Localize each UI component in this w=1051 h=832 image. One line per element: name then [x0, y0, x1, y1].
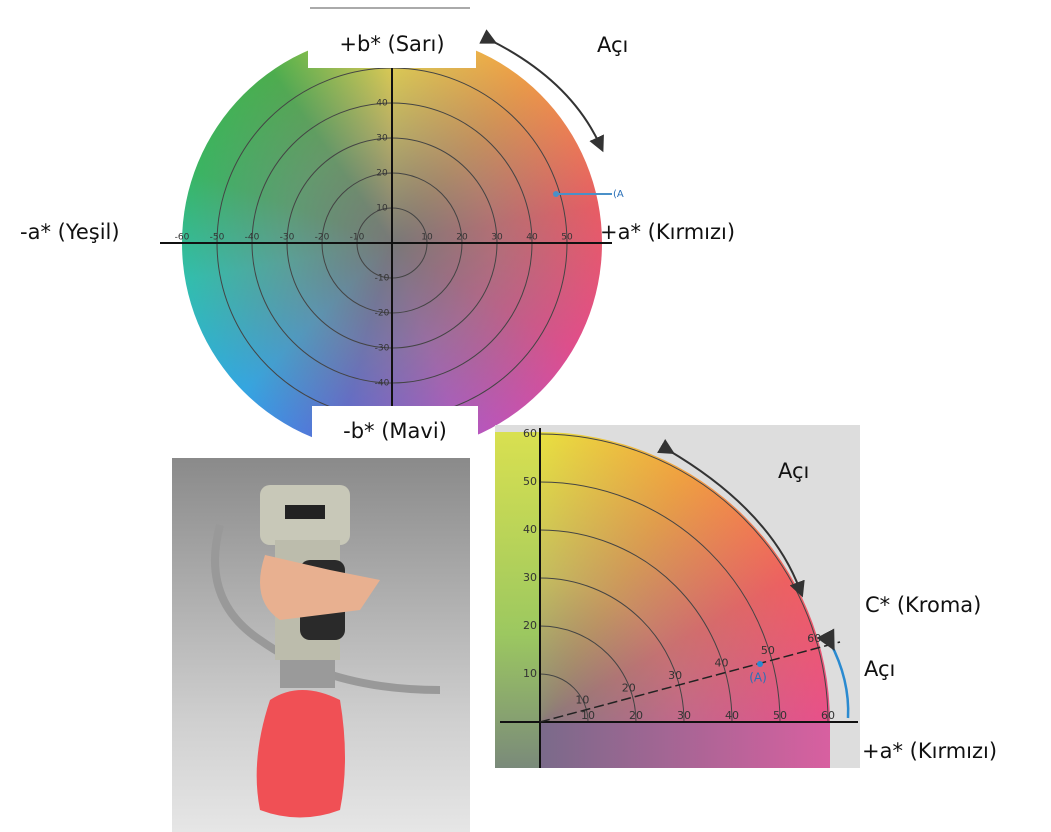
- chroma-tick-label: 30: [668, 669, 682, 682]
- x-tick-label: 30: [677, 709, 691, 722]
- x-tick-label: -50: [210, 233, 225, 243]
- point: [553, 191, 559, 197]
- x-tick-label: 10: [421, 233, 433, 243]
- x-tick-label: 30: [491, 233, 503, 243]
- ring: [540, 530, 732, 722]
- y-tick-label: 20: [376, 169, 388, 179]
- point-label: (A): [749, 671, 767, 685]
- x-tick-label: 20: [629, 709, 643, 722]
- x-tick-label: 10: [581, 709, 595, 722]
- a-plus-label: +a* (Kırmızı): [600, 220, 735, 244]
- angle-label: Açı: [778, 459, 809, 483]
- y-tick-label: 30: [523, 571, 537, 584]
- ring: [540, 578, 684, 722]
- y-tick-label: -20: [375, 309, 390, 319]
- b-plus-label: +b* (Sarı): [339, 32, 444, 56]
- angle-label: Açı: [864, 657, 895, 681]
- y-tick-label: 60: [523, 427, 537, 440]
- a-minus-label: -a* (Yeşil): [20, 220, 120, 244]
- chroma-tick-label: 60: [807, 632, 821, 645]
- y-tick-label: 10: [523, 667, 537, 680]
- y-tick-label: -30: [375, 344, 390, 354]
- hue-angle-arrow: [830, 642, 848, 718]
- angle-label: Açı: [597, 33, 628, 57]
- overlay: +b* (Sarı) Açı -a* (Yeşil) +a* (Kırmızı)…: [0, 0, 1051, 832]
- x-tick-label: -60: [175, 233, 190, 243]
- x-tick-label: -20: [315, 233, 330, 243]
- x-tick-label: 60: [821, 709, 835, 722]
- angle-arrow: [490, 40, 600, 145]
- y-tick-label: 30: [376, 134, 388, 144]
- chroma-tick-label: 20: [622, 681, 636, 694]
- x-tick-label: 50: [773, 709, 787, 722]
- chroma-tick-label: 50: [761, 644, 775, 657]
- y-tick-label: 50: [523, 475, 537, 488]
- x-tick-label: -10: [350, 233, 365, 243]
- x-tick-label: -30: [280, 233, 295, 243]
- x-tick-label: 40: [725, 709, 739, 722]
- ring: [540, 626, 636, 722]
- chroma-tick-label: 40: [715, 657, 729, 670]
- point: [757, 661, 763, 667]
- y-tick-label: -10: [375, 274, 390, 284]
- a-plus-label: +a* (Kırmızı): [862, 739, 997, 763]
- x-tick-label: -40: [245, 233, 260, 243]
- x-tick-label: 40: [526, 233, 538, 243]
- y-tick-label: 10: [376, 204, 388, 214]
- chroma-tick-label: 10: [575, 694, 589, 707]
- page: +b* (Sarı) Açı -a* (Yeşil) +a* (Kırmızı)…: [0, 0, 1051, 832]
- y-tick-label: -40: [375, 379, 390, 389]
- device: [215, 485, 440, 818]
- x-tick-label: 20: [456, 233, 468, 243]
- chroma-label: C* (Kroma): [865, 593, 981, 617]
- y-tick-label: 20: [523, 619, 537, 632]
- x-tick-label: 50: [561, 233, 573, 243]
- point-label: (A: [613, 189, 624, 200]
- y-tick-label: 40: [523, 523, 537, 536]
- b-minus-label: -b* (Mavi): [343, 419, 447, 443]
- y-tick-label: 40: [376, 99, 388, 109]
